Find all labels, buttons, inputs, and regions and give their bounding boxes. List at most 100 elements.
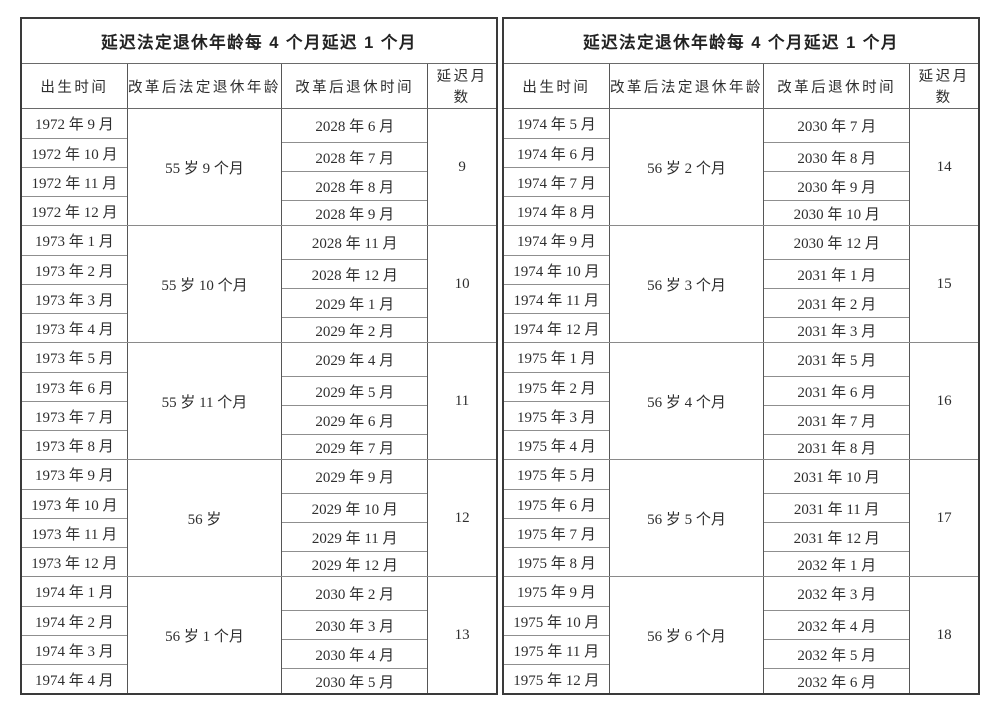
retirement-month-cell: 2029 年 5 月 xyxy=(282,376,428,405)
retirement-age-cell: 56 岁 2 个月 xyxy=(610,109,765,225)
retirement-table-right: 延迟法定退休年龄每 4 个月延迟 1 个月 出生时间 改革后法定退休年龄 改革后… xyxy=(502,17,980,695)
birth-month-cell: 1973 年 7 月 xyxy=(22,401,127,430)
birth-month-cell: 1975 年 2 月 xyxy=(504,372,609,401)
retirement-month-cell: 2032 年 6 月 xyxy=(764,668,910,693)
retirement-month-cell: 2029 年 12 月 xyxy=(282,551,428,576)
retirement-month-cell: 2031 年 7 月 xyxy=(764,405,910,434)
retirement-month-cell: 2032 年 3 月 xyxy=(797,587,877,603)
retirement-age-cell: 55 岁 10 个月 xyxy=(128,226,283,342)
birth-month-cell: 1974 年 7 月 xyxy=(504,167,609,196)
retirement-month-cell: 2029 年 4 月 xyxy=(315,353,395,369)
birth-month-cell: 1975 年 1 月 xyxy=(516,351,596,367)
retirement-month-list: 2028 年 6 月 2028 年 7 月 2028 年 8 月 2028 年 9 月 xyxy=(282,109,429,225)
birth-month-cell: 1975 年 8 月 xyxy=(504,547,609,576)
table-title: 延迟法定退休年龄每 4 个月延迟 1 个月 xyxy=(504,19,978,64)
retirement-month-list: 2029 年 4 月 2029 年 5 月 2029 年 6 月 2029 年 7 月 xyxy=(282,343,429,459)
retirement-month-list: 2030 年 7 月 2030 年 8 月 2030 年 9 月 2030 年 10 … xyxy=(764,109,911,225)
birth-month-list: 1975 年 1 月 1975 年 2 月 1975 年 3 月 1975 年 4 月 xyxy=(504,343,610,459)
birth-month-cell: 1973 年 4 月 xyxy=(22,313,127,342)
retirement-month-cell: 2031 年 8 月 xyxy=(764,434,910,459)
retirement-month-cell: 2028 年 9 月 xyxy=(282,200,428,225)
birth-month-cell: 1975 年 6 月 xyxy=(504,489,609,518)
retirement-month-cell: 2029 年 7 月 xyxy=(282,434,428,459)
col-header-statutory-age: 改革后法定退休年龄 xyxy=(610,64,765,108)
birth-month-cell: 1972 年 10 月 xyxy=(22,138,127,167)
birth-month-cell: 1975 年 10 月 xyxy=(504,606,609,635)
birth-month-cell: 1975 年 9 月 xyxy=(516,585,596,601)
retirement-month-cell: 2028 年 11 月 xyxy=(311,236,398,252)
table-group: 1975 年 5 月 1975 年 6 月 1975 年 7 月 1975 年 8 月… xyxy=(504,459,978,576)
birth-month-cell: 1974 年 1 月 xyxy=(34,585,114,601)
birth-month-list: 1972 年 9 月 1972 年 10 月 1972 年 11 月 1972 年 1… xyxy=(22,109,128,225)
retirement-age-cell: 56 岁 xyxy=(128,460,283,576)
table-body-left: 1972 年 9 月 1972 年 10 月 1972 年 11 月 1972 年 1… xyxy=(22,109,496,693)
retirement-age-cell: 56 岁 1 个月 xyxy=(128,577,283,693)
birth-month-cell: 1974 年 12 月 xyxy=(504,313,609,342)
birth-month-cell: 1974 年 8 月 xyxy=(504,196,609,225)
delay-months-cell: 15 xyxy=(936,275,952,292)
retirement-month-cell: 2029 年 9 月 xyxy=(315,470,395,486)
retirement-month-list: 2029 年 9 月 2029 年 10 月 2029 年 11 月 2029 年 1… xyxy=(282,460,429,576)
table-group: 1973 年 9 月 1973 年 10 月 1973 年 11 月 1973 年 1… xyxy=(22,459,496,576)
birth-month-list: 1973 年 5 月 1973 年 6 月 1973 年 7 月 1973 年 8 月 xyxy=(22,343,128,459)
delay-months-cell: 16 xyxy=(936,392,952,409)
table-header-row: 出生时间 改革后法定退休年龄 改革后退休时间 延迟月数 xyxy=(504,64,978,109)
table-title: 延迟法定退休年龄每 4 个月延迟 1 个月 xyxy=(22,19,496,64)
col-header-retirement-date: 改革后退休时间 xyxy=(764,64,911,108)
retirement-table-left: 延迟法定退休年龄每 4 个月延迟 1 个月 出生时间 改革后法定退休年龄 改革后… xyxy=(20,17,498,695)
retirement-month-list: 2028 年 11 月 2028 年 12 月 2029 年 1 月 2029 年 2… xyxy=(282,226,429,342)
birth-month-cell: 1972 年 12 月 xyxy=(22,196,127,225)
table-group: 1975 年 1 月 1975 年 2 月 1975 年 3 月 1975 年 4 月… xyxy=(504,342,978,459)
retirement-month-list: 2030 年 2 月 2030 年 3 月 2030 年 4 月 2030 年 5 月 xyxy=(282,577,429,693)
retirement-month-cell: 2031 年 3 月 xyxy=(764,317,910,342)
retirement-month-cell: 2028 年 12 月 xyxy=(282,259,428,288)
retirement-month-list: 2032 年 3 月 2032 年 4 月 2032 年 5 月 2032 年 6 月 xyxy=(764,577,911,693)
birth-month-cell: 1973 年 9 月 xyxy=(34,468,114,484)
birth-month-cell: 1973 年 10 月 xyxy=(22,489,127,518)
retirement-month-cell: 2031 年 11 月 xyxy=(764,493,910,522)
birth-month-cell: 1972 年 9 月 xyxy=(34,117,114,133)
birth-month-cell: 1973 年 8 月 xyxy=(22,430,127,459)
birth-month-list: 1974 年 5 月 1974 年 6 月 1974 年 7 月 1974 年 8 月 xyxy=(504,109,610,225)
delay-months-cell: 11 xyxy=(454,392,470,409)
retirement-month-cell: 2030 年 9 月 xyxy=(764,171,910,200)
birth-month-list: 1974 年 1 月 1974 年 2 月 1974 年 3 月 1974 年 4 月 xyxy=(22,577,128,693)
retirement-month-cell: 2030 年 2 月 xyxy=(315,587,395,603)
retirement-month-list: 2031 年 10 月 2031 年 11 月 2031 年 12 月 2032 年 … xyxy=(764,460,911,576)
retirement-month-cell: 2032 年 4 月 xyxy=(764,610,910,639)
retirement-month-cell: 2030 年 5 月 xyxy=(282,668,428,693)
table-group: 1972 年 9 月 1972 年 10 月 1972 年 11 月 1972 年 1… xyxy=(22,109,496,225)
birth-month-cell: 1975 年 5 月 xyxy=(516,468,596,484)
birth-month-cell: 1972 年 11 月 xyxy=(22,167,127,196)
birth-month-cell: 1974 年 6 月 xyxy=(504,138,609,167)
retirement-age-cell: 55 岁 11 个月 xyxy=(128,343,283,459)
retirement-month-cell: 2030 年 3 月 xyxy=(282,610,428,639)
table-header-row: 出生时间 改革后法定退休年龄 改革后退休时间 延迟月数 xyxy=(22,64,496,109)
retirement-month-cell: 2028 年 8 月 xyxy=(282,171,428,200)
birth-month-list: 1973 年 1 月 1973 年 2 月 1973 年 3 月 1973 年 4 月 xyxy=(22,226,128,342)
birth-month-cell: 1973 年 6 月 xyxy=(22,372,127,401)
retirement-month-cell: 2030 年 7 月 xyxy=(797,119,877,135)
table-group: 1973 年 5 月 1973 年 6 月 1973 年 7 月 1973 年 8 月… xyxy=(22,342,496,459)
col-header-retirement-date: 改革后退休时间 xyxy=(282,64,429,108)
retirement-month-cell: 2031 年 6 月 xyxy=(764,376,910,405)
retirement-month-list: 2031 年 5 月 2031 年 6 月 2031 年 7 月 2031 年 8 月 xyxy=(764,343,911,459)
table-group: 1973 年 1 月 1973 年 2 月 1973 年 3 月 1973 年 4 月… xyxy=(22,225,496,342)
retirement-month-cell: 2031 年 5 月 xyxy=(797,353,877,369)
table-group: 1975 年 9 月 1975 年 10 月 1975 年 11 月 1975 年 1… xyxy=(504,576,978,693)
retirement-age-cell: 56 岁 4 个月 xyxy=(610,343,765,459)
retirement-month-cell: 2029 年 10 月 xyxy=(282,493,428,522)
birth-month-cell: 1974 年 10 月 xyxy=(504,255,609,284)
birth-month-cell: 1973 年 2 月 xyxy=(22,255,127,284)
birth-month-cell: 1973 年 3 月 xyxy=(22,284,127,313)
retirement-month-cell: 2031 年 1 月 xyxy=(764,259,910,288)
table-group: 1974 年 1 月 1974 年 2 月 1974 年 3 月 1974 年 4 月… xyxy=(22,576,496,693)
delay-months-cell: 10 xyxy=(454,275,470,292)
delay-months-cell: 18 xyxy=(936,626,952,643)
table-group: 1974 年 5 月 1974 年 6 月 1974 年 7 月 1974 年 8 月… xyxy=(504,109,978,225)
delay-months-cell: 13 xyxy=(454,626,470,643)
birth-month-list: 1975 年 5 月 1975 年 6 月 1975 年 7 月 1975 年 8 月 xyxy=(504,460,610,576)
birth-month-cell: 1973 年 5 月 xyxy=(34,351,114,367)
birth-month-cell: 1975 年 11 月 xyxy=(504,635,609,664)
retirement-month-cell: 2030 年 4 月 xyxy=(282,639,428,668)
